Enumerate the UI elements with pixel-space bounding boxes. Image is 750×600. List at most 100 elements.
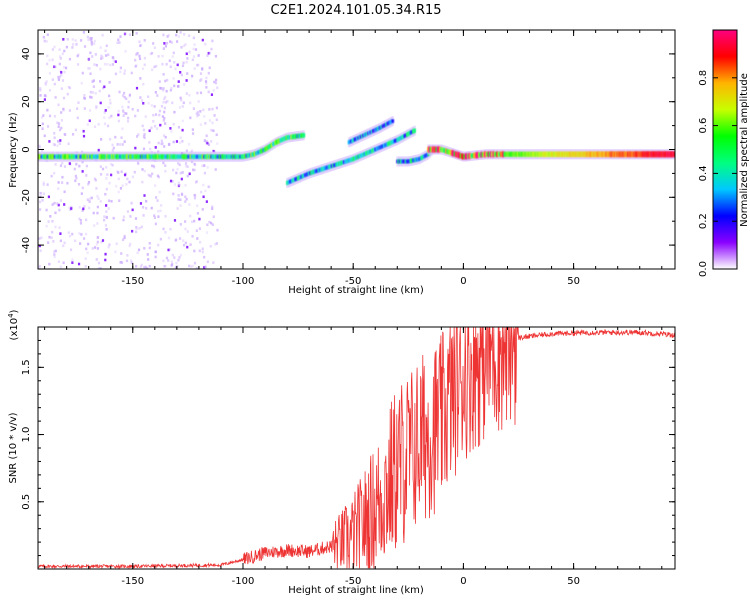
spectrogram-noise-cell xyxy=(154,146,157,149)
spectrogram-noise-cell xyxy=(107,106,110,109)
spectrogram-noise-cell xyxy=(161,115,164,118)
spectrogram-noise-cell xyxy=(108,116,111,120)
spectrogram-noise-cell xyxy=(117,113,120,117)
spectrogram-noise-cell xyxy=(176,40,179,43)
spectrogram-noise-cell xyxy=(143,194,146,197)
spectrogram-noise-cell xyxy=(61,181,64,184)
spectrogram-noise-cell xyxy=(178,141,182,145)
spectrogram-noise-cell xyxy=(75,162,78,166)
spectrogram-noise-cell xyxy=(63,165,67,168)
spectrogram-noise-cell xyxy=(88,119,91,123)
spectrogram-noise-cell xyxy=(130,261,133,264)
spectrogram-noise-cell xyxy=(45,80,48,83)
spectrogram-noise-cell xyxy=(56,144,59,148)
spectrogram-noise-cell xyxy=(88,200,91,203)
spectrogram-noise-cell xyxy=(81,71,84,75)
spectrogram-noise-cell xyxy=(59,164,63,168)
spectrogram-noise-cell xyxy=(99,165,102,168)
spectrogram-noise-cell xyxy=(53,65,56,69)
spectrogram-noise-cell xyxy=(81,160,84,164)
spectrogram-noise-cell xyxy=(41,122,44,126)
spectrogram-noise-cell xyxy=(159,86,162,90)
spectrogram-noise-cell xyxy=(77,53,80,57)
spectrogram-noise-cell xyxy=(167,33,170,37)
spectrogram-noise-cell xyxy=(179,198,182,202)
spectrogram-noise-cell xyxy=(201,38,204,42)
spectrogram-noise-cell xyxy=(53,115,56,118)
spectrogram-noise-cell xyxy=(185,197,188,201)
spectrogram-noise-cell xyxy=(51,48,54,51)
spectrogram-noise-cell xyxy=(121,94,125,97)
spectrogram-noise-cell xyxy=(134,146,137,150)
spectrogram-noise-cell xyxy=(172,140,175,144)
spectrogram-noise-cell xyxy=(48,72,52,75)
spectrogram-noise-cell xyxy=(152,119,155,123)
spectrogram-noise-cell xyxy=(70,207,73,210)
spectrogram-noise-cell xyxy=(38,244,41,248)
spectrogram-noise-cell xyxy=(100,138,103,141)
spectrogram-noise-cell xyxy=(193,43,196,46)
spectrogram-noise-cell xyxy=(54,225,57,229)
spectrogram-noise-cell xyxy=(86,35,89,39)
spectrogram-noise-cell xyxy=(97,197,100,200)
spectrogram-noise-cell xyxy=(177,35,180,38)
spectrogram-noise-cell xyxy=(145,266,148,269)
spectrogram-noise-cell xyxy=(156,94,159,97)
spectrogram-noise-cell xyxy=(125,97,128,101)
spectrogram-noise-cell xyxy=(118,90,121,94)
spectrogram-noise-cell xyxy=(203,164,206,167)
spectrogram-noise-cell xyxy=(38,264,41,268)
spectrogram-noise-cell xyxy=(104,49,107,53)
spectrogram-noise-cell xyxy=(162,134,166,137)
spectrogram-noise-cell xyxy=(47,241,50,244)
spectrogram-noise-cell xyxy=(204,265,207,269)
spectrogram-noise-cell xyxy=(123,95,126,99)
spectrogram-noise-cell xyxy=(143,63,146,67)
spectrogram-noise-cell xyxy=(100,57,103,60)
spectrogram-noise-cell xyxy=(176,167,179,171)
spectrogram-noise-cell xyxy=(189,243,192,246)
spectrogram-noise-cell xyxy=(71,261,74,264)
spectrogram-noise-cell xyxy=(63,203,66,206)
spectrogram-noise-cell xyxy=(103,218,106,222)
spectrogram-noise-cell xyxy=(178,256,181,259)
spectrogram-noise-cell xyxy=(100,54,103,58)
spectrogram-noise-cell xyxy=(90,40,93,44)
spectrogram-noise-cell xyxy=(205,82,208,86)
spectrogram-noise-cell xyxy=(139,44,142,48)
spectrogram-noise-cell xyxy=(110,162,113,166)
spectrogram-noise-cell xyxy=(214,168,217,171)
spectrogram-noise-cell xyxy=(149,52,152,56)
spectrogram-noise-cell xyxy=(171,180,174,183)
spectrogram-noise-cell xyxy=(171,55,174,58)
spectrogram-noise-cell xyxy=(194,194,197,197)
spectrogram-noise-cell xyxy=(165,62,168,66)
spectrogram-noise-cell xyxy=(104,252,107,256)
spectrogram-noise-cell xyxy=(52,240,55,243)
spectrogram-noise-cell xyxy=(63,190,66,194)
spectrogram-noise-cell xyxy=(165,89,168,93)
spectrogram-noise-cell xyxy=(172,77,175,80)
spectrogram-noise-cell xyxy=(98,89,101,93)
spectrogram-noise-cell xyxy=(208,220,211,224)
spectrogram-noise-cell xyxy=(138,40,141,44)
spectrogram-noise-cell xyxy=(178,106,181,109)
spectrogram-noise-cell xyxy=(156,174,160,178)
spectrogram-trace-cell xyxy=(391,119,395,123)
spectrogram-noise-cell xyxy=(66,181,69,185)
spectrogram-noise-cell xyxy=(180,98,183,102)
spectrogram-noise-cell xyxy=(162,88,165,92)
spectrogram-noise-cell xyxy=(192,36,195,40)
spectrogram-noise-cell xyxy=(68,206,71,209)
spectrogram-noise-cell xyxy=(205,231,209,234)
spectrogram-noise-cell xyxy=(170,260,173,264)
spectrogram-noise-cell xyxy=(185,92,188,95)
spectrogram-noise-cell xyxy=(172,51,175,55)
spectrogram-noise-cell xyxy=(141,168,144,171)
spectrogram-noise-cell xyxy=(77,183,81,186)
spectrogram-noise-cell xyxy=(121,109,125,112)
spectrogram-noise-cell xyxy=(200,190,203,194)
spectrogram-noise-cell xyxy=(196,63,199,67)
spectrogram-noise-cell xyxy=(216,86,219,90)
spectrogram-noise-cell xyxy=(196,237,199,240)
